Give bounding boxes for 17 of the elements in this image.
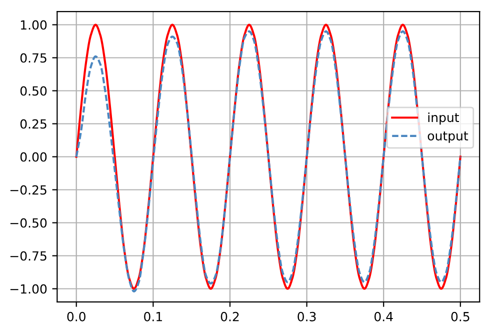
y-tick-label: −1.00 bbox=[10, 284, 47, 294]
x-tick-label: 0.2 bbox=[220, 312, 239, 322]
y-tick-label: 0.75 bbox=[20, 53, 46, 63]
legend-label: output bbox=[428, 132, 468, 143]
y-tick-label: 0.50 bbox=[20, 86, 47, 96]
y-tick-label: 0.00 bbox=[20, 152, 47, 162]
x-tick-label: 0.1 bbox=[144, 312, 162, 322]
y-tick-label: −0.25 bbox=[10, 185, 46, 195]
x-tick-label: 0.5 bbox=[451, 312, 470, 322]
x-tick-label: 0.4 bbox=[374, 312, 393, 322]
y-tick-label: −0.75 bbox=[10, 251, 46, 261]
y-tick-label: 1.00 bbox=[20, 20, 47, 30]
y-tick-label: −0.50 bbox=[10, 218, 47, 228]
y-tick-label: 0.25 bbox=[20, 119, 46, 129]
legend-label: input bbox=[428, 112, 459, 125]
x-tick-label: 0.3 bbox=[298, 312, 316, 322]
x-tick-label: 0.0 bbox=[67, 312, 86, 322]
